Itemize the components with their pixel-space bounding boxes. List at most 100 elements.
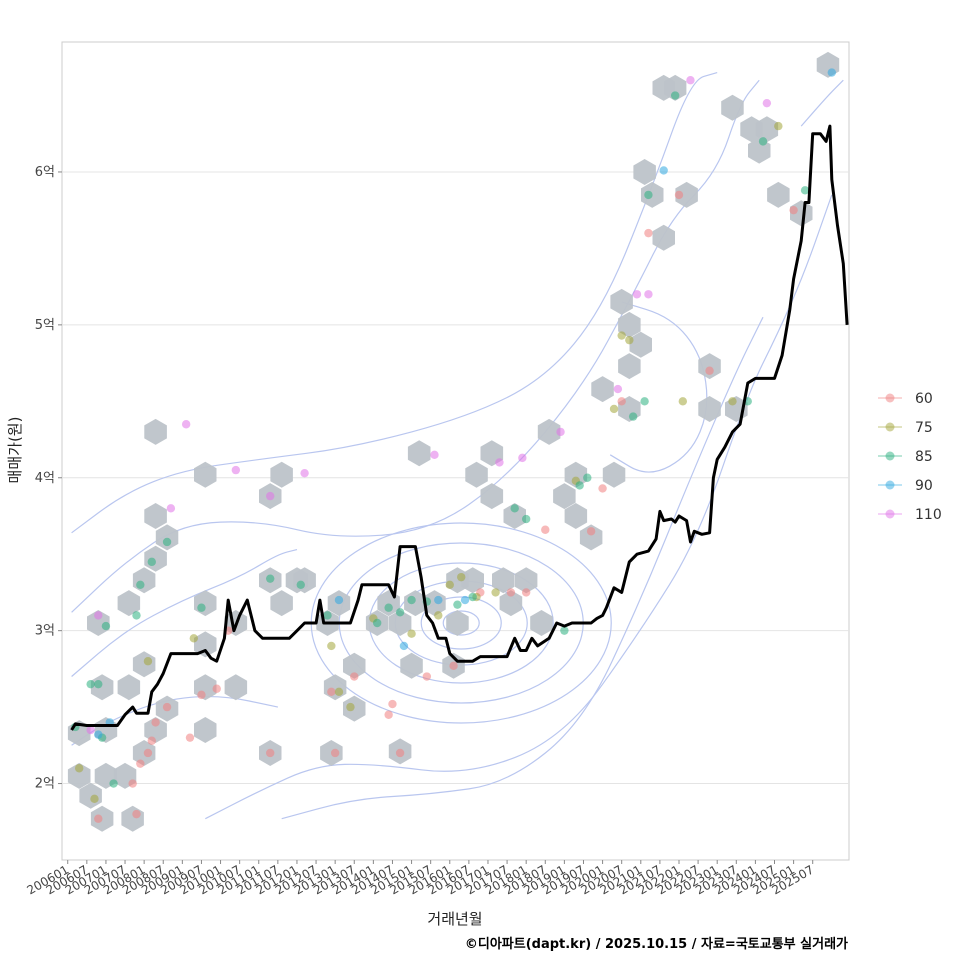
hexbin-cell [461,567,484,594]
hexbin-cell [465,461,488,488]
scatter-point-85 [94,679,103,689]
scatter-point-75 [491,588,500,597]
legend-key-dot [885,393,895,403]
hexbin-cell [530,610,553,636]
scatter-point-60 [598,484,607,493]
hexbin-cell [553,483,576,510]
scatter-point-85 [147,557,156,567]
hexbin-cell [67,762,91,789]
scatter-point-60 [350,672,359,681]
scatter-point-60 [185,733,195,742]
scatter-point-75 [609,404,619,414]
scatter-point-60 [151,718,160,727]
scatter-point-75 [774,121,783,131]
hexbin-cell [698,396,721,422]
median-line-layer [70,124,849,731]
legend: 60 75 85 90 110 [878,391,942,523]
hexbin-cell [633,159,656,185]
hexbin-cell [675,181,698,208]
scatter-point-110 [181,420,191,429]
scatter-point-90 [334,595,344,605]
hexbin-cell [499,590,523,617]
scatter-point-60 [674,190,684,200]
hexbin-cell [767,181,790,208]
x-axis-title: 거래년월 [427,910,482,928]
y-tick-label: 3억 [35,624,55,639]
scatter-point-60 [521,588,531,597]
scatter-point-85 [560,626,569,635]
hexbin-cell [224,674,248,701]
legend-label: 85 [915,449,933,465]
scatter-point-60 [705,366,714,375]
scatter-point-60 [136,759,145,768]
hexbin-cell [446,610,469,636]
scatter-point-110 [300,468,309,478]
hexbin-cell [270,590,293,617]
scatter-point-110 [556,427,565,437]
scatter-point-75 [407,629,416,638]
scatter-point-60 [147,736,156,745]
scatter-point-85 [758,137,768,146]
scatter-point-85 [109,779,118,788]
scatter-point-85 [583,473,592,482]
hexbin-cell [591,376,614,403]
hexbin-cell [503,503,526,529]
hexbin-cell [144,503,167,529]
y-tick-label: 6억 [35,165,55,180]
hexbin-cell [144,418,167,445]
credit-text: ©디아파트(dapt.kr) / 2025.10.15 / 자료=국토교통부 실… [465,936,848,952]
scatter-point-75 [617,331,626,340]
scatter-points [71,68,837,823]
legend-key-dot [885,422,895,432]
hexbin-cell [388,610,412,636]
legend-label: 90 [915,478,933,494]
scatter-point-60 [197,690,206,700]
scatter-point-90 [460,595,470,605]
scatter-point-110 [166,504,176,513]
scatter-point-110 [86,725,95,735]
legend-label: 75 [915,420,933,436]
scatter-point-85 [575,481,584,490]
scatter-point-110 [94,611,103,620]
scatter-point-60 [586,527,596,536]
scatter-point-90 [399,641,409,651]
scatter-point-90 [434,595,443,605]
scatter-point-110 [266,491,275,501]
scatter-point-75 [728,397,737,406]
hexbin-cell [629,331,652,358]
scatter-point-85 [101,621,111,631]
y-axis: 2억 3억 4억 5억 6억 [35,165,62,792]
scatter-point-85 [407,595,416,605]
scatter-point-60 [541,525,550,534]
hexbin-cell [492,567,515,594]
density-contour [71,549,298,677]
scatter-point-90 [659,166,668,175]
scatter-point-85 [162,537,172,547]
plot-panel [61,41,850,861]
hexbin-cell [407,440,431,467]
y-tick-label: 2억 [35,777,55,792]
scatter-point-85 [468,592,477,602]
y-tick-label: 5억 [35,318,55,333]
scatter-point-110 [762,98,772,108]
legend-key-dot [885,480,895,490]
scatter-point-60 [789,205,798,215]
median-price-line [70,124,849,731]
scatter-point-60 [395,748,405,758]
scatter-point-75 [74,764,84,773]
scatter-point-60 [128,779,137,788]
hexbin-cell [194,631,217,658]
hexbin-cell [270,461,293,488]
hexbin-cell [564,461,588,488]
scatter-point-85 [628,412,638,421]
scatter-point-60 [94,814,103,823]
scatter-point-85 [197,603,206,612]
hexbin-cell [618,353,641,380]
scatter-point-85 [453,600,462,609]
scatter-point-60 [330,748,340,758]
scatter-point-60 [132,809,141,819]
scatter-point-60 [212,684,221,693]
scatter-point-60 [143,748,153,758]
scatter-point-60 [162,702,172,712]
scatter-point-85 [266,574,275,583]
